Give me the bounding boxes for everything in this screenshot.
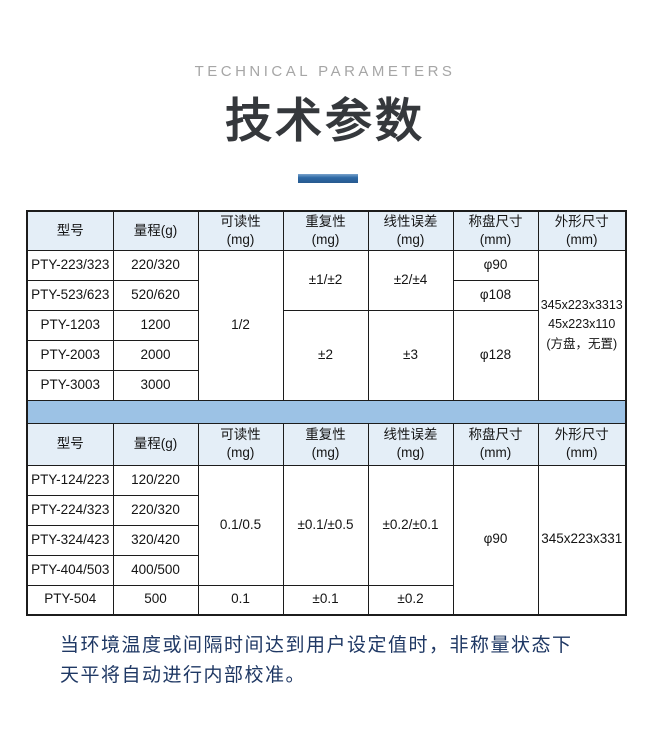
cell-linearity: ±3 [367, 309, 454, 401]
cell-repeatability: ±2 [282, 309, 369, 401]
cell-range: 3000 [112, 369, 199, 401]
column-header-linearity: 线性误差 (mg) [367, 422, 454, 466]
cell-model: PTY-324/423 [26, 524, 114, 556]
table-row: PTY-2003 2000 [26, 339, 626, 371]
cell-model: PTY-404/503 [26, 554, 114, 586]
cell-range: 400/500 [112, 554, 199, 586]
column-header-range: 量程(g) [112, 210, 199, 251]
cell-readability: 0.1/0.5 [197, 464, 284, 586]
title-accent-bar [298, 174, 358, 183]
cell-dimensions: 345x223x331 [537, 464, 627, 616]
spec-table: 型号 量程(g) 可读性 (mg) 重复性 (mg) 线性误差 (mg) 称盘尺… [26, 210, 627, 616]
cell-range: 120/220 [112, 464, 199, 496]
cell-model: PTY-523/623 [26, 279, 114, 311]
column-header-model: 型号 [26, 422, 114, 466]
cell-model: PTY-3003 [26, 369, 114, 401]
cell-repeatability: ±0.1 [282, 584, 369, 616]
column-header-dimensions: 外形尺寸(mm) [537, 210, 627, 251]
table-row: PTY-124/223 120/220 0.1/0.5 ±0.1/±0.5 ±0… [26, 464, 627, 616]
column-header-readability: 可读性 (mg) [197, 422, 284, 466]
table-row: PTY-3003 3000 [26, 369, 626, 401]
cell-linearity: ±2/±4 [367, 249, 454, 311]
cell-pan-size: φ128 [452, 309, 539, 401]
table-row: PTY-523/623 520/620 φ108 [26, 279, 626, 311]
table-row: PTY-324/423 320/420 [26, 524, 626, 556]
cell-range: 320/420 [112, 524, 199, 556]
table-row: PTY-404/503 400/500 [26, 554, 626, 586]
table-row: PTY-223/323 220/320 1/2 ±1/±2 ±2/±4 φ90 … [26, 249, 627, 401]
cell-model: PTY-224/323 [26, 494, 114, 526]
table-row: PTY-1203 1200 ±2 ±3 φ128 [26, 309, 626, 401]
column-header-pan-size: 称盘尺寸 (mm) [452, 422, 539, 466]
auto-calibration-note: 当环境温度或间隔时间达到用户设定值时，非称量状态下 天平将自动进行内部校准。 [60, 635, 573, 686]
cell-range: 500 [112, 584, 199, 616]
cell-pan-size: φ90 [452, 249, 539, 281]
table-separator-band [26, 399, 627, 424]
cell-model: PTY-2003 [26, 339, 114, 371]
cell-range: 1200 [112, 309, 199, 341]
cell-repeatability: ±0.1/±0.5 [282, 464, 369, 586]
table-row: PTY-224/323 220/320 [26, 494, 626, 526]
cell-model: PTY-1203 [26, 309, 114, 341]
cell-readability: 1/2 [197, 249, 284, 401]
standard-table-header-row: 型号 量程(g) 可读性 (mg) 重复性 (mg) 线性误差 (mg) 称盘尺… [26, 210, 627, 251]
cell-linearity: ±0.2/±0.1 [367, 464, 454, 586]
cell-pan-size: φ108 [452, 279, 539, 311]
cell-model: PTY-504 [26, 584, 114, 616]
column-header-pan-size: 称盘尺寸 (mm) [452, 210, 539, 251]
column-header-range: 量程(g) [112, 422, 199, 466]
cell-range: 220/320 [112, 249, 199, 281]
precision-table-header-row: 型号 量程(g) 可读性 (mg) 重复性 (mg) 线性误差 (mg) 称盘尺… [26, 422, 627, 466]
cell-range: 220/320 [112, 494, 199, 526]
column-header-repeatability: 重复性 (mg) [282, 210, 369, 251]
cell-pan-size: φ90 [452, 464, 539, 616]
page-title: 技术参数 [225, 94, 425, 147]
column-header-linearity: 线性误差 (mg) [367, 210, 454, 251]
table-separator-band-row [26, 399, 627, 424]
column-header-dimensions: 外形尺寸(mm) [537, 422, 627, 466]
column-header-repeatability: 重复性 (mg) [282, 422, 369, 466]
eyebrow-text: TECHNICAL PARAMETERS [194, 63, 456, 80]
table-row: PTY-504 500 0.1 ±0.1 ±0.2 [26, 584, 626, 616]
cell-model: PTY-124/223 [26, 464, 114, 496]
cell-range: 2000 [112, 339, 199, 371]
column-header-model: 型号 [26, 210, 114, 251]
cell-linearity: ±0.2 [367, 584, 454, 616]
cell-repeatability: ±1/±2 [282, 249, 369, 311]
cell-dimensions: 345x223x3313 45x223x110 (方盘，无置) [537, 249, 627, 401]
cell-range: 520/620 [112, 279, 199, 311]
column-header-readability: 可读性 (mg) [197, 210, 284, 251]
cell-readability: 0.1 [197, 584, 284, 616]
cell-model: PTY-223/323 [26, 249, 114, 281]
